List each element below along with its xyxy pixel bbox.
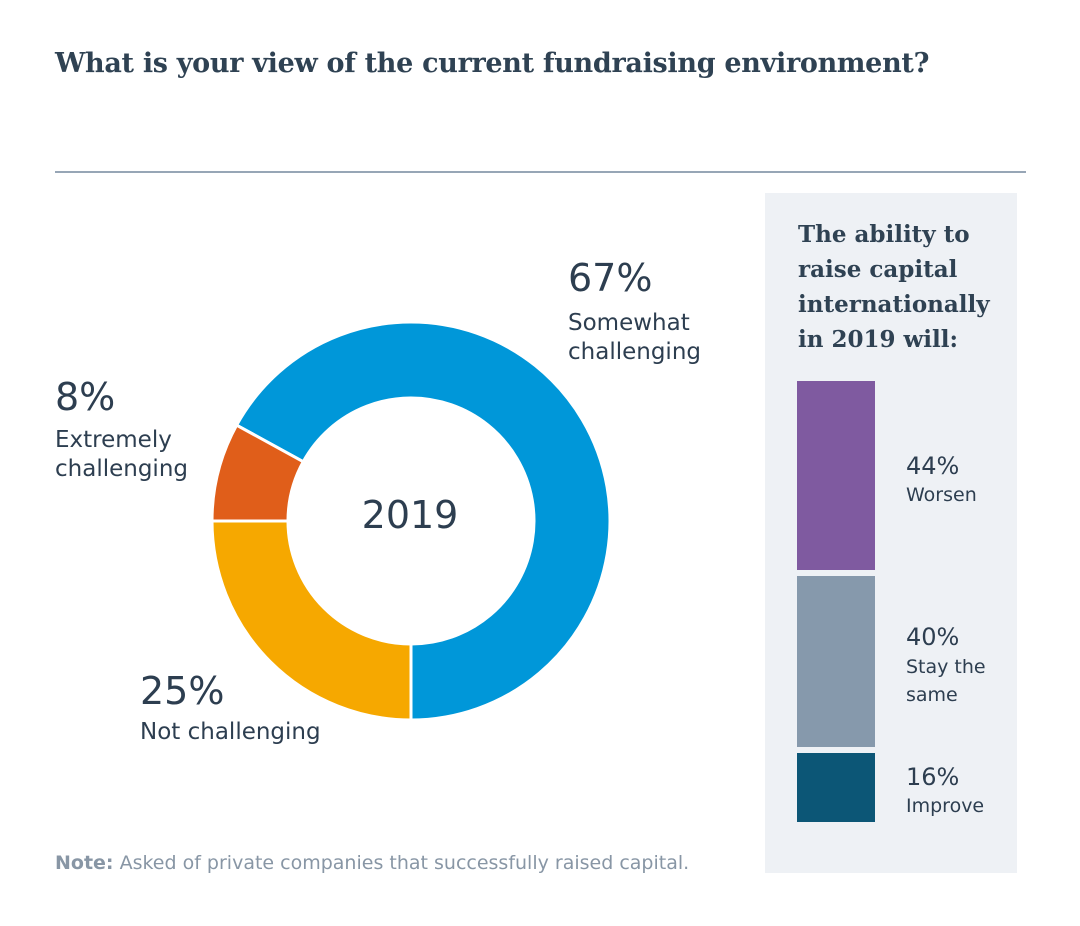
label-extremely-line1: Extremely (55, 427, 172, 453)
panel-title: The ability to raise capital internation… (798, 217, 1008, 357)
label-same-line2: same (906, 684, 958, 706)
panel-title-line1: The ability to (798, 221, 970, 248)
label-somewhat-pct: 67% (568, 256, 653, 300)
chart-title: What is your view of the current fundrai… (55, 48, 930, 79)
international-panel: The ability to raise capital internation… (765, 193, 1017, 873)
panel-title-line2: raise capital (798, 256, 958, 283)
label-extremely-pct: 8% (55, 375, 116, 419)
label-same-line1: Stay the (906, 656, 986, 678)
donut-slice-not (210, 519, 413, 722)
label-worsen-cat: Worsen (906, 484, 977, 506)
footnote-text: Asked of private companies that successf… (113, 852, 690, 874)
footnote: Note: Asked of private companies that su… (55, 852, 689, 874)
label-not-pct: 25% (140, 669, 225, 713)
panel-title-line3: internationally (798, 291, 990, 318)
label-same-cat: Stay the same (906, 653, 1016, 709)
bar-segment-improve (797, 753, 875, 822)
footnote-label: Note: (55, 852, 114, 874)
label-not-line1: Not challenging (140, 719, 321, 745)
label-somewhat-line2: challenging (568, 339, 701, 365)
label-same-pct: 40% (906, 623, 960, 651)
donut-slice-somewhat (234, 320, 612, 722)
label-extremely-cat: Extremely challenging (55, 426, 188, 484)
panel-title-line4: in 2019 will: (798, 326, 958, 353)
label-not-cat: Not challenging (140, 718, 321, 747)
label-somewhat-line1: Somewhat (568, 310, 690, 336)
label-extremely-line2: challenging (55, 456, 188, 482)
label-improve-pct: 16% (906, 763, 960, 791)
label-somewhat-cat: Somewhat challenging (568, 309, 701, 367)
label-improve-cat: Improve (906, 795, 985, 817)
donut-center-label: 2019 (361, 493, 459, 537)
label-worsen-pct: 44% (906, 452, 960, 480)
bar-segment-stay-same (797, 575, 875, 748)
title-divider (55, 171, 1026, 173)
bar-segment-worsen (797, 381, 875, 570)
